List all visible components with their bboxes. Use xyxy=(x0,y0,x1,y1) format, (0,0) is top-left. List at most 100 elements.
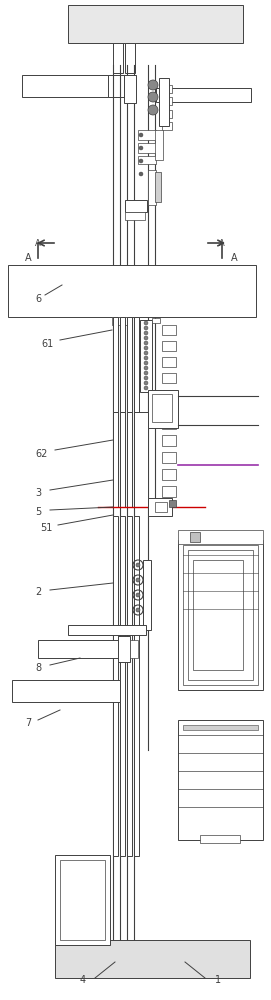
Text: 7: 7 xyxy=(25,718,31,728)
Text: 8: 8 xyxy=(35,663,41,673)
Text: 2: 2 xyxy=(35,587,41,597)
Bar xyxy=(148,170,156,205)
Circle shape xyxy=(144,346,148,350)
Bar xyxy=(130,640,138,658)
Bar xyxy=(162,486,176,497)
Bar xyxy=(162,97,172,105)
Bar xyxy=(127,317,132,412)
Bar xyxy=(125,200,147,212)
Circle shape xyxy=(136,593,140,597)
Text: 62: 62 xyxy=(36,449,48,459)
Circle shape xyxy=(148,80,158,90)
Bar xyxy=(8,265,256,317)
Bar xyxy=(155,130,163,160)
Bar xyxy=(162,435,176,446)
Bar xyxy=(68,625,146,635)
Bar xyxy=(200,835,240,843)
Circle shape xyxy=(136,578,140,582)
Bar xyxy=(118,636,130,662)
Bar xyxy=(143,560,151,630)
Bar xyxy=(60,860,105,940)
Bar xyxy=(178,540,263,690)
Bar xyxy=(124,75,136,103)
Circle shape xyxy=(144,336,148,340)
Bar xyxy=(125,212,145,220)
Bar xyxy=(162,122,172,130)
Bar xyxy=(169,500,176,507)
Bar xyxy=(140,320,152,392)
Circle shape xyxy=(144,366,148,370)
Bar xyxy=(156,88,251,102)
Circle shape xyxy=(139,133,143,137)
Bar xyxy=(148,498,172,516)
Circle shape xyxy=(139,159,143,163)
Text: A: A xyxy=(231,253,237,263)
Bar xyxy=(134,516,139,856)
Circle shape xyxy=(144,361,148,365)
Bar xyxy=(183,725,258,730)
Circle shape xyxy=(139,172,143,176)
Circle shape xyxy=(144,371,148,375)
Bar xyxy=(162,85,172,93)
Bar xyxy=(55,940,250,978)
Text: A: A xyxy=(219,238,225,247)
Bar xyxy=(113,516,118,856)
Bar xyxy=(120,412,125,507)
Circle shape xyxy=(144,321,148,325)
Circle shape xyxy=(144,326,148,330)
Bar xyxy=(193,560,243,670)
Text: A: A xyxy=(35,238,41,247)
Bar xyxy=(162,418,176,429)
Bar xyxy=(127,412,132,507)
Bar xyxy=(152,318,160,323)
Bar xyxy=(120,317,125,412)
Circle shape xyxy=(139,146,143,150)
Circle shape xyxy=(144,331,148,335)
Circle shape xyxy=(144,341,148,345)
Bar xyxy=(148,390,178,428)
Bar xyxy=(162,110,172,118)
Bar xyxy=(190,532,200,542)
Bar xyxy=(183,545,258,685)
Bar xyxy=(162,373,176,383)
Bar xyxy=(112,317,128,325)
Circle shape xyxy=(148,105,158,115)
Bar xyxy=(188,550,253,680)
Text: 51: 51 xyxy=(40,523,52,533)
Text: 6: 6 xyxy=(35,294,41,304)
Circle shape xyxy=(136,608,140,612)
Bar xyxy=(138,143,156,153)
Text: 3: 3 xyxy=(35,488,41,498)
Bar xyxy=(12,680,120,702)
Bar xyxy=(138,156,156,164)
Text: 4: 4 xyxy=(80,975,86,985)
Bar xyxy=(38,640,118,658)
Bar xyxy=(120,516,125,856)
Bar xyxy=(113,317,118,412)
Circle shape xyxy=(144,376,148,380)
Circle shape xyxy=(144,356,148,360)
Text: 1: 1 xyxy=(215,975,221,985)
Bar xyxy=(68,5,243,43)
Circle shape xyxy=(144,351,148,355)
Bar xyxy=(113,43,123,73)
Bar xyxy=(55,855,110,945)
Bar xyxy=(22,75,110,97)
Text: 5: 5 xyxy=(35,507,41,517)
Circle shape xyxy=(144,386,148,390)
Bar xyxy=(162,357,176,367)
Bar xyxy=(162,469,176,480)
Bar xyxy=(138,130,156,140)
Bar xyxy=(162,452,176,463)
Bar xyxy=(134,412,148,507)
Bar xyxy=(127,516,132,856)
Bar xyxy=(108,75,124,97)
Text: A: A xyxy=(25,253,31,263)
Circle shape xyxy=(144,381,148,385)
Circle shape xyxy=(136,563,140,567)
Bar xyxy=(113,412,118,507)
Bar xyxy=(134,317,139,412)
Bar xyxy=(125,43,135,73)
Bar xyxy=(155,502,167,512)
Text: 61: 61 xyxy=(42,339,54,349)
